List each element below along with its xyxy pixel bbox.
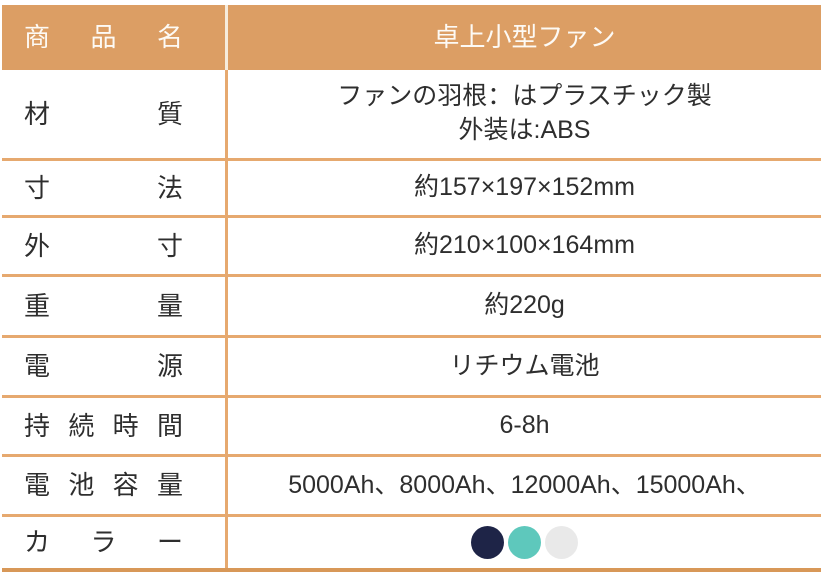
- battery-capacity-label: 電池容量: [24, 470, 183, 501]
- material-label: 材質: [24, 98, 183, 129]
- dimensions-label: 寸法: [24, 172, 183, 203]
- color-swatch-navy: [471, 526, 504, 559]
- color-label: カラー: [24, 527, 183, 558]
- color-label-cell: カラー: [2, 517, 228, 568]
- product-name-value: 卓上小型ファン: [433, 21, 616, 52]
- color-swatch-light-gray: [545, 526, 578, 559]
- header-label-cell: 商品名: [2, 5, 228, 70]
- product-name-label: 商品名: [24, 22, 183, 53]
- weight-label: 重量: [24, 290, 183, 321]
- outer-dimensions-label-cell: 外寸: [2, 218, 228, 274]
- row-color: カラー: [2, 517, 821, 572]
- row-weight: 重量 約220g: [2, 277, 821, 338]
- outer-dimensions-label: 外寸: [24, 230, 183, 261]
- duration-label-cell: 持続時間: [2, 398, 228, 454]
- header-row: 商品名 卓上小型ファン: [2, 5, 821, 70]
- row-duration: 持続時間 6-8h: [2, 398, 821, 457]
- battery-capacity-value: 5000Ah、8000Ah、12000Ah、15000Ah、: [288, 470, 761, 499]
- dimensions-label-cell: 寸法: [2, 161, 228, 215]
- weight-value: 約220g: [484, 291, 565, 320]
- dimensions-value: 約157×197×152mm: [414, 173, 635, 202]
- color-swatches: [228, 517, 821, 568]
- row-material: 材質 ファンの羽根：はプラスチック製 外装は:ABS: [2, 70, 821, 161]
- power-source-label: 電源: [24, 351, 183, 382]
- power-source-label-cell: 電源: [2, 338, 228, 395]
- row-power-source: 電源 リチウム電池: [2, 338, 821, 398]
- weight-label-cell: 重量: [2, 277, 228, 335]
- material-value: ファンの羽根：はプラスチック製 外装は:ABS: [337, 82, 712, 144]
- outer-dimensions-value: 約210×100×164mm: [414, 231, 635, 260]
- material-label-cell: 材質: [2, 70, 228, 158]
- row-battery-capacity: 電池容量 5000Ah、8000Ah、12000Ah、15000Ah、: [2, 457, 821, 517]
- duration-value: 6-8h: [499, 411, 550, 440]
- header-value-cell: 卓上小型ファン: [228, 5, 821, 70]
- row-outer-dimensions: 外寸 約210×100×164mm: [2, 218, 821, 277]
- spec-table: 商品名 卓上小型ファン 材質 ファンの羽根：はプラスチック製 外装は:ABS 寸…: [2, 5, 821, 572]
- battery-capacity-label-cell: 電池容量: [2, 457, 228, 514]
- row-dimensions: 寸法 約157×197×152mm: [2, 161, 821, 218]
- color-swatch-teal: [508, 526, 541, 559]
- power-source-value: リチウム電池: [449, 351, 600, 380]
- duration-label: 持続時間: [24, 410, 183, 441]
